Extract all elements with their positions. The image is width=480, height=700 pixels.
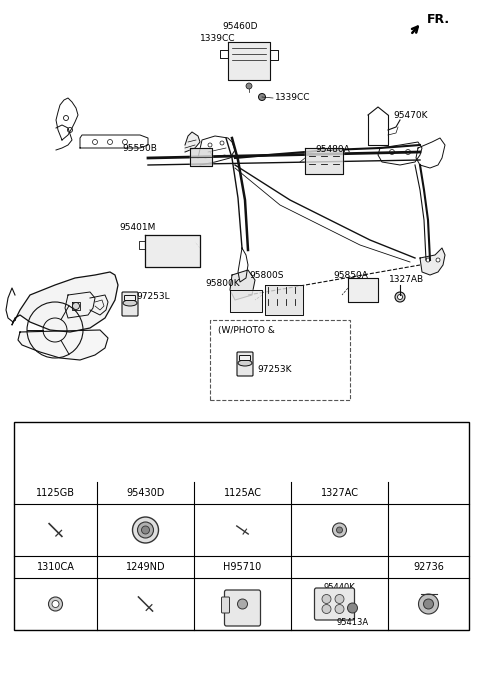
Circle shape [395,292,405,302]
Polygon shape [348,278,378,302]
FancyBboxPatch shape [240,356,251,360]
Text: 1125GB: 1125GB [36,488,75,498]
Circle shape [238,599,248,609]
Circle shape [436,258,440,262]
FancyBboxPatch shape [210,320,350,400]
Text: H95710: H95710 [223,562,262,572]
Text: 95850A: 95850A [334,271,369,279]
Text: 95401M: 95401M [119,223,156,232]
Circle shape [108,139,112,144]
Ellipse shape [123,300,137,306]
Circle shape [423,599,433,609]
Text: 95480A: 95480A [316,145,350,153]
Polygon shape [305,148,343,174]
Text: 95800K: 95800K [205,279,240,288]
Circle shape [322,594,331,603]
Circle shape [93,139,97,144]
Text: 95550B: 95550B [122,144,157,153]
Text: 1125AC: 1125AC [224,488,262,498]
Circle shape [348,603,358,613]
Bar [14,422,469,630]
Circle shape [63,116,69,120]
Polygon shape [230,270,255,300]
Ellipse shape [238,360,252,366]
Text: 95470K: 95470K [394,111,428,120]
Circle shape [406,150,410,155]
Polygon shape [190,148,212,166]
FancyBboxPatch shape [124,295,135,300]
Circle shape [52,601,59,608]
Text: 1327AC: 1327AC [321,488,359,498]
Text: 1249ND: 1249ND [126,562,165,572]
Text: 1339CC: 1339CC [275,94,310,102]
FancyBboxPatch shape [237,352,253,376]
FancyBboxPatch shape [122,292,138,316]
Circle shape [333,523,347,537]
Text: 95413A: 95413A [336,618,369,627]
Text: 95460D: 95460D [222,22,258,31]
Polygon shape [12,272,118,332]
Text: 95800S: 95800S [250,272,284,280]
Text: 1327AB: 1327AB [389,276,424,284]
Text: 92736: 92736 [413,562,444,572]
Circle shape [419,594,439,614]
Polygon shape [230,290,262,312]
Text: 95440K: 95440K [324,583,355,592]
Polygon shape [18,330,108,360]
Circle shape [68,127,72,132]
Polygon shape [420,248,445,275]
Circle shape [335,605,344,613]
Circle shape [220,141,224,145]
Circle shape [48,597,62,611]
Polygon shape [228,42,270,80]
Polygon shape [265,285,303,315]
Text: FR.: FR. [427,13,450,26]
Text: 95430D: 95430D [126,488,165,498]
Text: 1339CC: 1339CC [200,34,235,43]
Circle shape [72,302,80,309]
Circle shape [132,517,158,543]
Circle shape [259,94,265,101]
Circle shape [397,295,403,300]
Circle shape [336,527,343,533]
Circle shape [246,83,252,89]
Circle shape [142,526,149,534]
Text: (W/PHOTO &: (W/PHOTO & [218,326,275,335]
Circle shape [208,143,212,147]
Circle shape [137,522,154,538]
Text: 97253L: 97253L [137,293,170,301]
FancyBboxPatch shape [225,590,261,626]
Circle shape [335,594,344,603]
FancyBboxPatch shape [314,588,355,620]
Circle shape [122,139,128,144]
Circle shape [426,258,430,262]
FancyBboxPatch shape [221,597,229,613]
Polygon shape [145,235,200,267]
Polygon shape [185,132,200,152]
Circle shape [322,605,331,613]
Text: 1310CA: 1310CA [36,562,74,572]
Text: 97253K: 97253K [257,365,291,374]
Circle shape [389,150,395,155]
